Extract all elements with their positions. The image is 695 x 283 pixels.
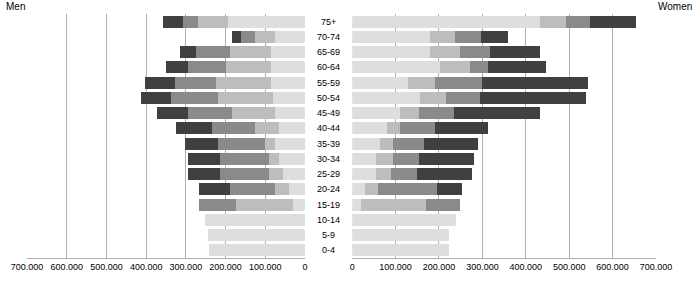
svg-text:400.000: 400.000 — [130, 262, 163, 272]
svg-text:300.000: 300.000 — [170, 262, 203, 272]
svg-text:600.000: 600.000 — [50, 262, 83, 272]
svg-text:100.000: 100.000 — [379, 262, 412, 272]
svg-text:Men: Men — [6, 1, 25, 12]
svg-text:40-44: 40-44 — [317, 123, 340, 133]
svg-text:50-54: 50-54 — [317, 93, 340, 103]
svg-text:500.000: 500.000 — [553, 262, 586, 272]
svg-text:15-19: 15-19 — [317, 200, 340, 210]
svg-text:70-74: 70-74 — [317, 32, 340, 42]
svg-text:100.000: 100.000 — [249, 262, 282, 272]
svg-text:20-24: 20-24 — [317, 184, 340, 194]
svg-text:45-49: 45-49 — [317, 108, 340, 118]
svg-text:700.000: 700.000 — [11, 262, 44, 272]
svg-text:25-29: 25-29 — [317, 169, 340, 179]
svg-text:600.000: 600.000 — [596, 262, 629, 272]
svg-text:200.000: 200.000 — [423, 262, 456, 272]
svg-text:65-69: 65-69 — [317, 47, 340, 57]
svg-text:55-59: 55-59 — [317, 78, 340, 88]
svg-text:Women: Women — [658, 1, 692, 12]
svg-text:700.000: 700.000 — [640, 262, 673, 272]
svg-text:30-34: 30-34 — [317, 154, 340, 164]
svg-text:75+: 75+ — [321, 17, 336, 27]
svg-text:5-9: 5-9 — [322, 230, 335, 240]
svg-text:500.000: 500.000 — [90, 262, 123, 272]
svg-text:0: 0 — [303, 262, 308, 272]
svg-text:300.000: 300.000 — [466, 262, 499, 272]
svg-text:200.000: 200.000 — [209, 262, 242, 272]
svg-text:400.000: 400.000 — [510, 262, 543, 272]
svg-text:35-39: 35-39 — [317, 139, 340, 149]
svg-text:10-14: 10-14 — [317, 215, 340, 225]
svg-text:60-64: 60-64 — [317, 62, 340, 72]
svg-text:0-4: 0-4 — [322, 245, 335, 255]
svg-text:0: 0 — [350, 262, 355, 272]
